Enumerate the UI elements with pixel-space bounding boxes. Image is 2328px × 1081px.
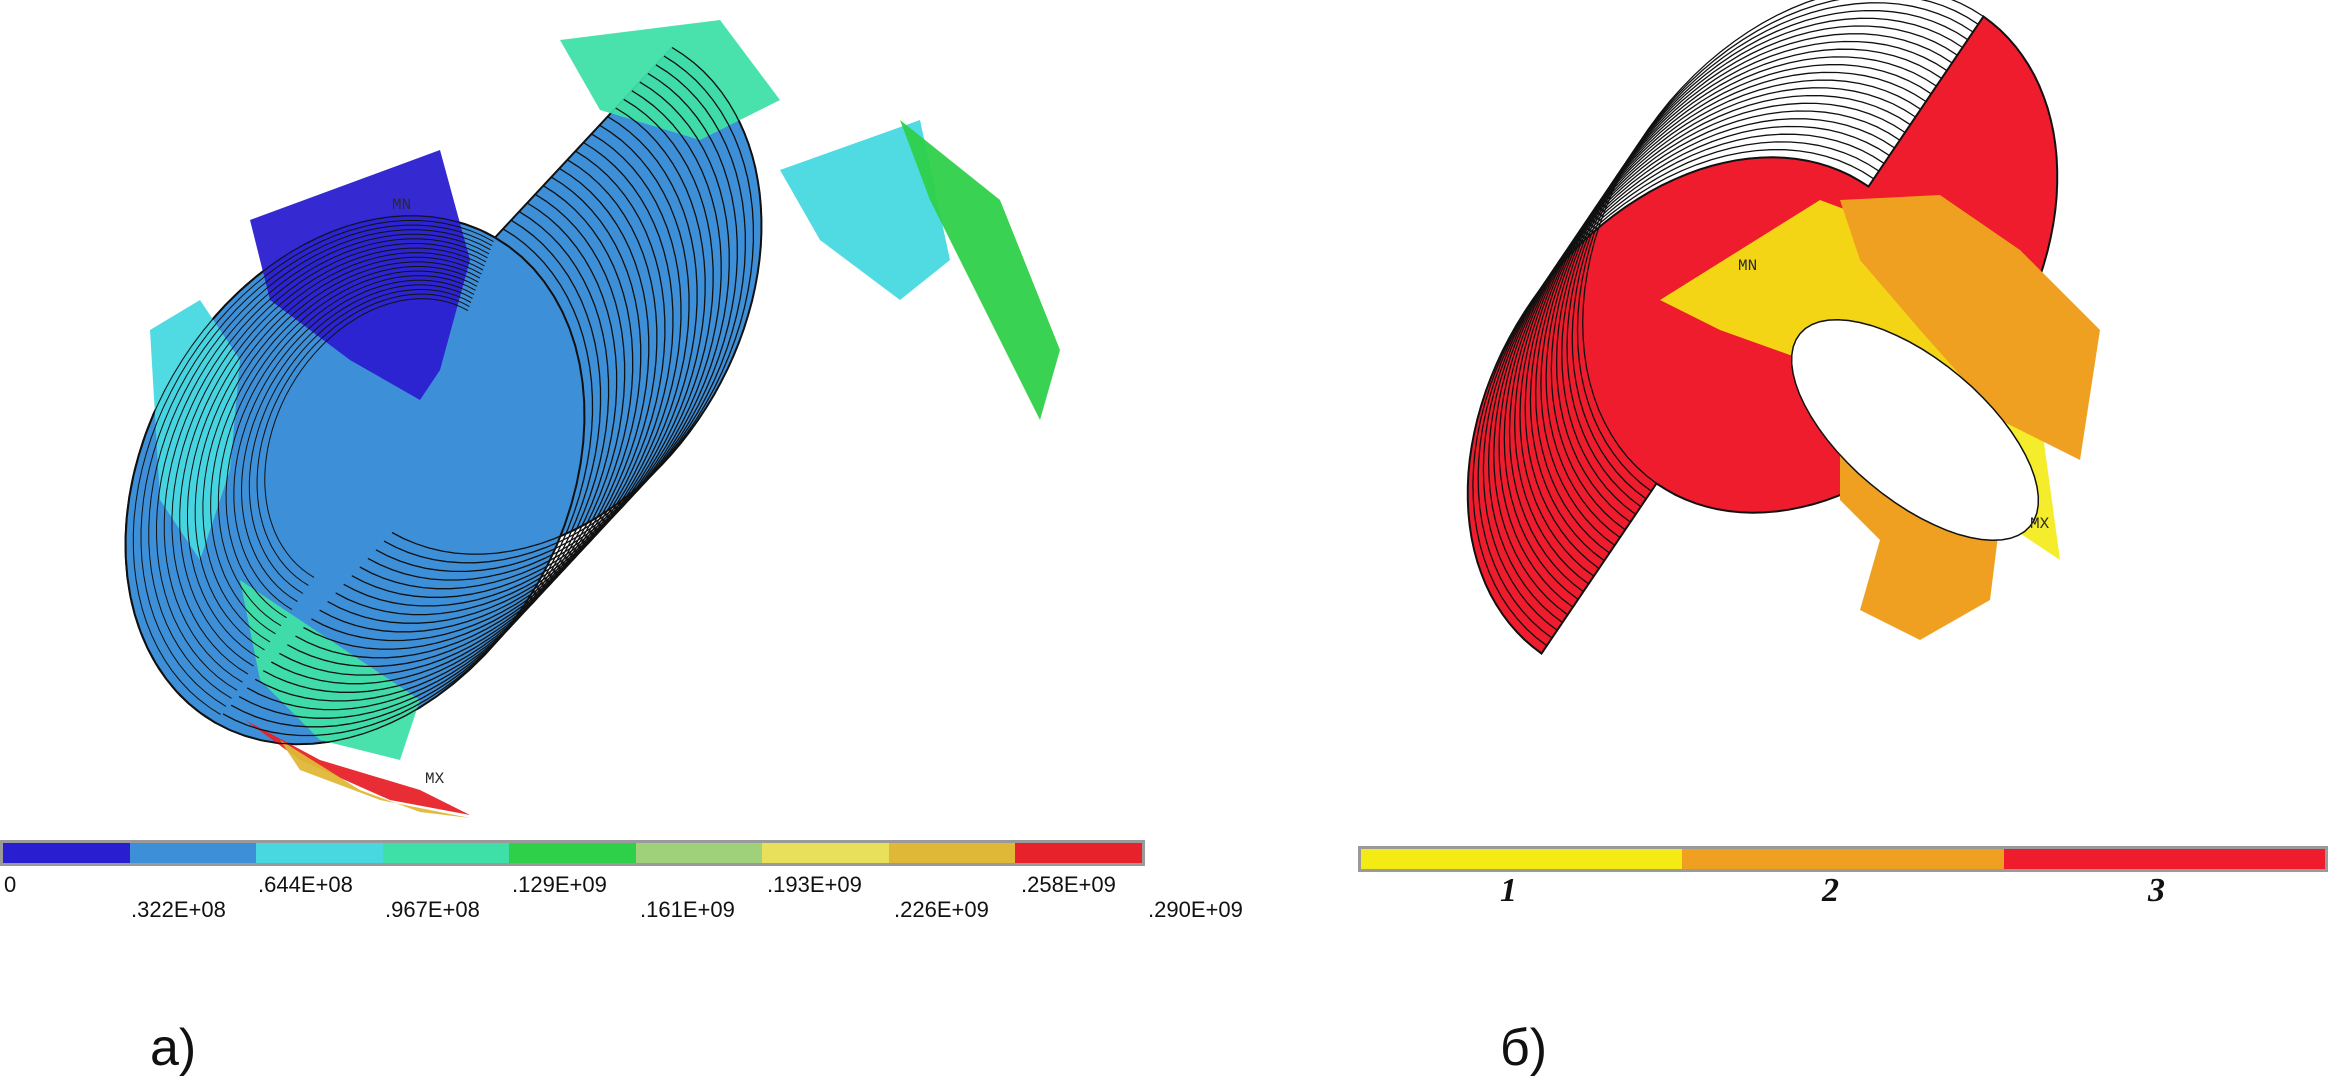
legend-tick-label: .258E+09 bbox=[1021, 872, 1116, 897]
zone-map-cylinder-b bbox=[1466, 0, 2100, 655]
high-stress-patch bbox=[900, 120, 1060, 420]
min-node-label-a: MN bbox=[392, 196, 412, 214]
legend-tick-label: .161E+09 bbox=[640, 897, 735, 922]
mid-stress-patch bbox=[240, 580, 420, 760]
legend-bar-b bbox=[1358, 846, 2328, 872]
legend-swatch-1 bbox=[3, 843, 130, 863]
legend-swatch-8 bbox=[888, 843, 1016, 863]
legend-swatch-7 bbox=[762, 843, 889, 863]
legend-tick-label: .322E+08 bbox=[131, 897, 226, 922]
panel-a-caption: а) bbox=[150, 1019, 197, 1077]
legend-tick-label: .193E+09 bbox=[767, 872, 862, 897]
legend-swatch-9 bbox=[1015, 843, 1142, 863]
mid-stress-patch bbox=[150, 300, 240, 560]
mid-stress-patch bbox=[780, 120, 950, 300]
legend-tick-label: .290E+09 bbox=[1148, 897, 1243, 922]
peak-stress-patch bbox=[245, 720, 470, 815]
mid-stress-patch bbox=[560, 20, 780, 140]
min-node-label-b: MN bbox=[1738, 257, 1758, 275]
legend-zone-2 bbox=[1682, 849, 2004, 869]
legend-zone-label: 2 bbox=[1822, 872, 1839, 909]
cylinder-opening-b bbox=[1790, 318, 2040, 542]
max-node-label-a: MX bbox=[425, 770, 445, 788]
legend-tick-label: .129E+09 bbox=[512, 872, 607, 897]
legend-swatch-3 bbox=[256, 843, 383, 863]
panel-b-caption: б) bbox=[1500, 1019, 1548, 1077]
low-stress-patch bbox=[250, 150, 470, 400]
legend-zone-label: 3 bbox=[2148, 872, 2165, 909]
legend-tick-label: .967E+08 bbox=[385, 897, 480, 922]
stress-contour-cylinder-a bbox=[124, 20, 1060, 818]
legend-swatch-6 bbox=[635, 843, 763, 863]
panel-a: MN MX 0 .322E+08 .644E+08 .967E+08 .129E… bbox=[0, 20, 1243, 1077]
legend-zone-1 bbox=[1361, 849, 1683, 869]
legend-swatch-4 bbox=[382, 843, 510, 863]
legend-bar-a bbox=[0, 840, 1145, 866]
mesh-lines-a bbox=[125, 46, 763, 745]
legend-zone-label: 1 bbox=[1500, 872, 1517, 909]
max-node-label-b: MX bbox=[2030, 515, 2050, 533]
zone-2-region bbox=[1840, 195, 2100, 460]
legend-swatch-2 bbox=[129, 843, 257, 863]
panel-b: MN MX 1 2 3 б) bbox=[1300, 0, 2328, 1081]
legend-tick-label: .226E+09 bbox=[894, 897, 989, 922]
legend-tick-label: .644E+08 bbox=[258, 872, 353, 897]
legend-zone-3 bbox=[2003, 849, 2325, 869]
legend-tick-label: 0 bbox=[4, 872, 17, 897]
legend-swatch-5 bbox=[509, 843, 636, 863]
mesh-lines-b bbox=[1467, 0, 1984, 655]
